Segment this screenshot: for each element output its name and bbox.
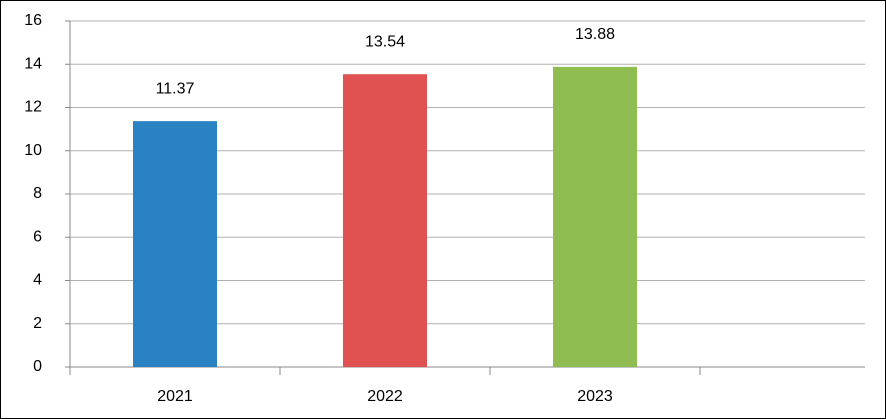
- y-tick-label: 16: [24, 12, 42, 29]
- y-tick-label: 12: [24, 99, 42, 116]
- data-label: 11.37: [156, 80, 195, 97]
- x-tick-label: 2021: [157, 388, 193, 405]
- data-label: 13.88: [575, 26, 615, 43]
- bar: [553, 66, 637, 367]
- data-label: 13.54: [365, 33, 405, 50]
- bar: [133, 121, 217, 367]
- y-tick-label: 4: [33, 272, 42, 289]
- y-tick-label: 6: [33, 228, 42, 245]
- bar: [343, 74, 427, 367]
- x-tick-label: 2022: [367, 388, 403, 405]
- y-tick-label: 0: [33, 358, 42, 375]
- y-tick-label: 8: [33, 185, 42, 202]
- y-tick-label: 2: [33, 315, 42, 332]
- y-tick-label: 14: [24, 55, 42, 72]
- y-tick-label: 10: [24, 142, 42, 159]
- x-tick-label: 2023: [577, 388, 613, 405]
